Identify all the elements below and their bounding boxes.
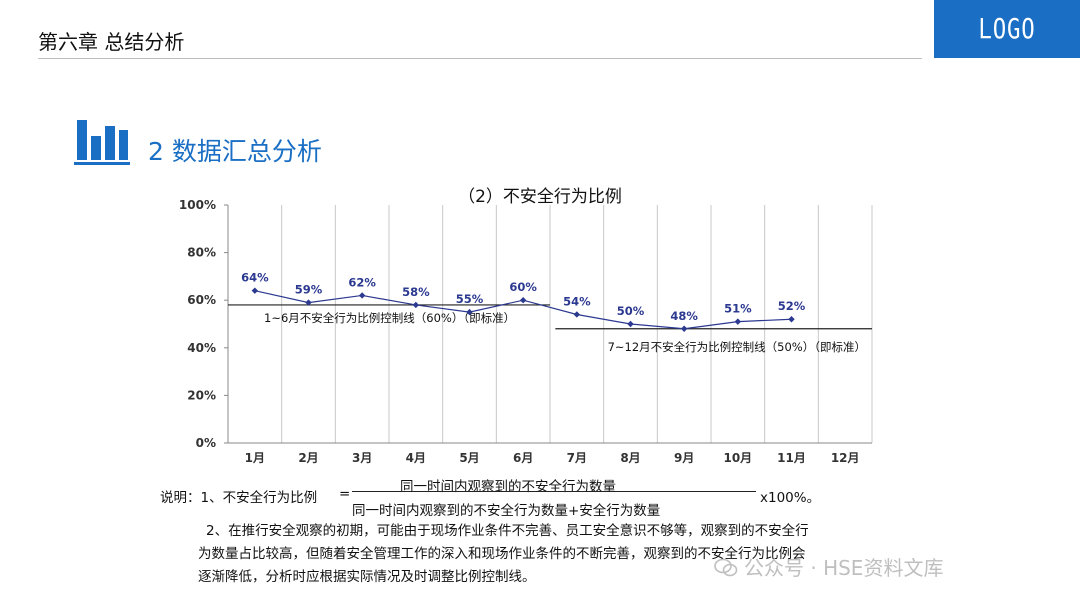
reference-line-label: 1~6月不安全行为比例控制线（60%）（即标准） xyxy=(264,311,515,325)
data-point xyxy=(788,316,795,323)
data-point xyxy=(412,301,420,309)
data-point xyxy=(305,299,312,306)
formula-denominator: 同一时间内观察到的不安全行为数量+安全行为数量 xyxy=(352,503,661,519)
reference-line-label: 7~12月不安全行为比例控制线（50%）（即标准） xyxy=(608,340,866,354)
x-tick-label: 5月 xyxy=(459,451,479,465)
watermark: 公众号 · HSE资料文库 xyxy=(714,552,943,581)
note-equals-sign: = xyxy=(339,486,351,502)
line-chart: 0% 20% 40% 60% 80% 100% 1月 2月 3月 4月 5月 6月 7月 8月 9月 10月 1… xyxy=(179,198,873,465)
note-paragraph-line: 2、在推行安全观察的初期，可能由于现场作业条件不完善、员工安全意识不够等，观察到… xyxy=(206,523,809,539)
formula-fraction-bar xyxy=(352,491,756,492)
x-tick-label: 12月 xyxy=(831,451,860,465)
section-title: 2 数据汇总分析 xyxy=(148,137,322,166)
y-tick-label: 0% xyxy=(196,436,216,450)
y-tick-label: 40% xyxy=(187,341,216,355)
chart-title: （2）不安全行为比例 xyxy=(458,187,622,207)
data-point xyxy=(573,311,581,318)
data-label: 62% xyxy=(348,275,376,289)
logo-badge: LOGO xyxy=(934,0,1080,58)
x-tick-label: 11月 xyxy=(777,451,806,465)
y-tick-label: 80% xyxy=(187,246,216,260)
page-header-title: 第六章 总结分析 xyxy=(38,30,185,54)
data-label: 58% xyxy=(402,285,430,299)
data-label: 55% xyxy=(456,292,484,306)
note-formula-prefix: 说明：1、不安全行为比例 xyxy=(160,490,318,506)
data-label: 64% xyxy=(241,271,269,285)
data-point xyxy=(627,320,634,328)
data-label: 59% xyxy=(295,283,323,297)
data-label: 48% xyxy=(670,309,698,323)
data-label: 54% xyxy=(563,294,591,308)
y-tick-label: 60% xyxy=(187,293,216,307)
x-tick-label: 9月 xyxy=(674,451,694,465)
data-point xyxy=(358,292,366,299)
data-label: 52% xyxy=(778,299,806,313)
data-label: 50% xyxy=(617,304,645,318)
data-label: 51% xyxy=(724,302,752,316)
note-paragraph-line: 为数量占比较高，但随着安全管理工作的深入和现场作业条件的不断完善，观察到的不安全… xyxy=(198,546,806,562)
header-divider xyxy=(38,58,922,59)
data-point xyxy=(251,287,259,294)
x-tick-label: 10月 xyxy=(723,451,752,465)
data-point xyxy=(680,325,688,332)
formula-numerator: 同一时间内观察到的不安全行为数量 xyxy=(400,479,616,495)
note-paragraph-2: 2、在推行安全观察的初期，可能由于现场作业条件不完善、员工安全意识不够等，观察到… xyxy=(198,520,898,589)
formula-multiplier: x100%。 xyxy=(760,490,821,506)
data-label: 60% xyxy=(509,280,537,294)
x-tick-label: 6月 xyxy=(513,451,533,465)
x-tick-label: 8月 xyxy=(620,451,640,465)
watermark-text: 公众号 · HSE资料文库 xyxy=(744,556,944,580)
x-tick-label: 2月 xyxy=(298,451,318,465)
data-point xyxy=(734,318,742,325)
logo-text: LOGO xyxy=(978,12,1036,45)
x-tick-label: 4月 xyxy=(406,451,426,465)
data-point xyxy=(466,308,473,316)
wechat-icon xyxy=(714,558,738,577)
x-tick-label: 1月 xyxy=(245,451,265,465)
x-tick-label: 3月 xyxy=(352,451,372,465)
note-paragraph-line: 逐渐降低，分析时应根据实际情况及时调整比例控制线。 xyxy=(198,569,536,585)
bar-chart-icon xyxy=(74,120,130,165)
y-tick-label: 100% xyxy=(179,198,216,212)
data-point xyxy=(519,297,527,304)
x-tick-label: 7月 xyxy=(567,451,587,465)
y-tick-label: 20% xyxy=(187,388,216,402)
